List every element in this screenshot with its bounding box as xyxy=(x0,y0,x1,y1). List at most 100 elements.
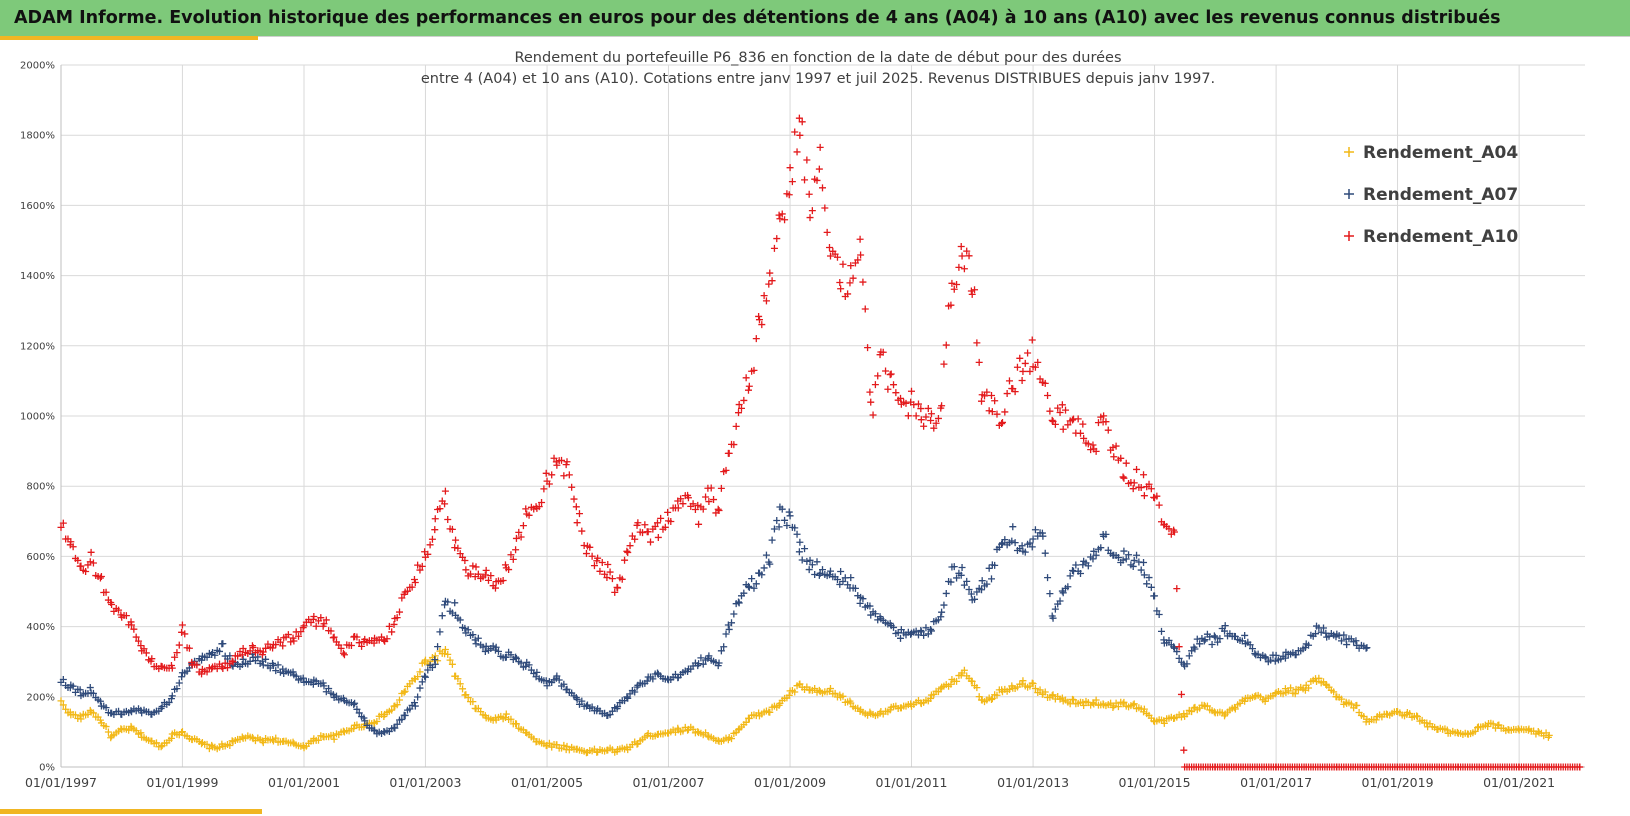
data-point xyxy=(793,530,801,538)
data-point xyxy=(398,594,406,602)
data-point xyxy=(1120,547,1128,555)
data-point xyxy=(461,556,469,564)
data-point xyxy=(742,718,750,726)
data-point xyxy=(755,316,763,324)
data-point xyxy=(960,666,968,674)
data-point xyxy=(441,645,449,653)
data-point xyxy=(715,659,723,667)
data-point xyxy=(115,606,123,614)
data-point xyxy=(791,524,799,532)
data-point xyxy=(985,564,993,572)
data-point xyxy=(750,366,758,374)
data-point xyxy=(588,552,596,560)
data-point xyxy=(563,458,571,466)
data-point xyxy=(239,655,247,663)
y-tick-label: 1400% xyxy=(20,271,55,282)
data-point xyxy=(740,589,748,597)
data-point xyxy=(122,612,130,620)
data-point xyxy=(1072,561,1080,569)
data-point xyxy=(958,252,966,260)
data-point xyxy=(844,290,852,298)
data-point xyxy=(857,251,865,259)
data-point xyxy=(1576,763,1584,771)
data-point xyxy=(482,566,490,574)
data-point xyxy=(102,704,110,712)
data-point xyxy=(418,562,426,570)
data-point xyxy=(444,515,452,523)
data-point xyxy=(1423,719,1431,727)
data-point xyxy=(410,576,418,584)
data-point xyxy=(957,571,965,579)
data-point xyxy=(320,682,328,690)
data-point xyxy=(482,642,490,650)
data-point xyxy=(953,280,961,288)
data-point xyxy=(1158,627,1165,635)
x-tick-label: 01/01/2005 xyxy=(511,775,583,790)
data-point xyxy=(1090,700,1098,708)
data-point xyxy=(1049,614,1057,622)
data-point xyxy=(953,574,961,582)
data-point xyxy=(1143,580,1151,588)
data-point xyxy=(276,638,284,646)
data-point xyxy=(1372,716,1380,724)
data-point xyxy=(540,485,548,493)
data-point xyxy=(752,580,760,588)
data-point xyxy=(1221,627,1229,635)
data-point xyxy=(998,418,1006,426)
data-point xyxy=(631,535,639,543)
data-point xyxy=(178,621,186,629)
data-point xyxy=(859,595,867,603)
data-point xyxy=(606,568,614,576)
data-point xyxy=(269,735,277,743)
data-point xyxy=(1352,637,1360,645)
data-point xyxy=(1175,643,1183,651)
data-point xyxy=(1028,543,1036,551)
data-point xyxy=(778,505,786,513)
data-point xyxy=(1016,354,1024,362)
data-point xyxy=(487,572,495,580)
data-point xyxy=(262,644,270,652)
data-point xyxy=(148,655,156,663)
data-point xyxy=(89,559,97,567)
data-point xyxy=(1084,562,1092,570)
data-point xyxy=(793,148,801,156)
data-point xyxy=(543,682,551,690)
data-point xyxy=(102,723,110,731)
data-point xyxy=(1545,731,1553,739)
data-point xyxy=(773,516,781,524)
data-point xyxy=(1019,677,1027,685)
data-point xyxy=(664,508,672,516)
data-point xyxy=(981,392,989,400)
data-point xyxy=(353,633,361,641)
data-point xyxy=(535,503,543,511)
data-point xyxy=(732,422,740,430)
banner-divider xyxy=(0,36,1630,37)
data-point xyxy=(494,647,502,655)
data-point xyxy=(361,717,369,725)
data-point xyxy=(1196,640,1204,648)
data-point xyxy=(879,348,887,356)
data-point xyxy=(1203,702,1211,710)
data-point xyxy=(178,628,186,636)
data-point xyxy=(401,687,409,695)
data-point xyxy=(545,480,553,488)
data-point xyxy=(108,600,116,608)
data-point xyxy=(815,165,823,173)
data-point xyxy=(785,508,793,516)
data-point xyxy=(745,583,753,591)
data-point xyxy=(707,484,715,492)
data-point xyxy=(259,661,267,669)
data-point xyxy=(917,628,925,636)
data-point xyxy=(1133,465,1141,473)
data-point xyxy=(904,412,912,420)
data-point xyxy=(406,705,414,713)
data-point xyxy=(1140,471,1148,479)
data-point xyxy=(847,699,855,707)
data-point xyxy=(416,566,424,574)
data-point xyxy=(448,660,456,668)
data-point xyxy=(385,622,393,630)
data-point xyxy=(171,653,179,661)
data-point xyxy=(1165,636,1173,644)
data-point xyxy=(778,210,786,218)
data-point xyxy=(775,211,783,219)
